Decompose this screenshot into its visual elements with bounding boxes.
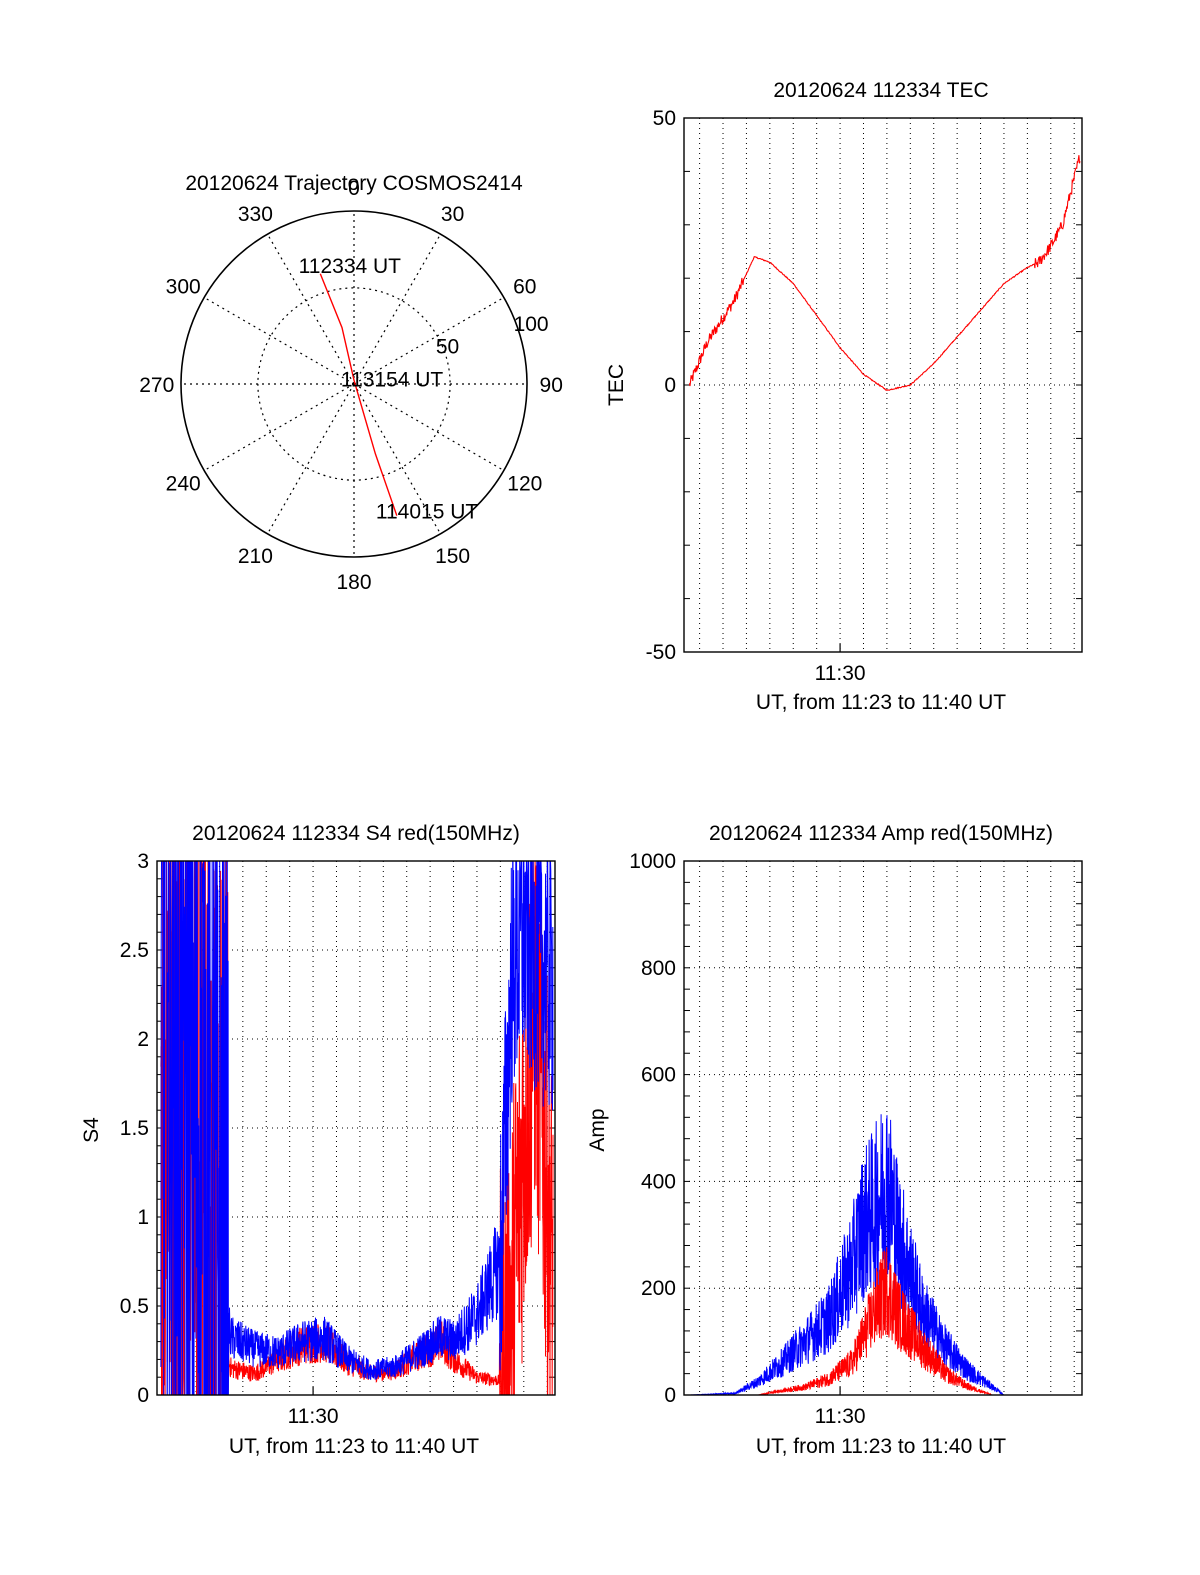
y-tick-label: 0	[664, 374, 676, 397]
amp-chart: 20120624 112334 Amp red(150MHz) UT, from…	[586, 822, 1083, 1458]
polar-time-annotation: 113154 UT	[341, 369, 444, 392]
tec-xlabel: UT, from 11:23 to 11:40 UT	[756, 691, 1006, 714]
y-tick-label: 600	[641, 1064, 676, 1087]
tec-ylabel: TEC	[605, 364, 628, 406]
y-tick-label: 0	[664, 1384, 676, 1407]
polar-azimuth-label: 90	[540, 374, 563, 397]
polar-spoke	[266, 383, 355, 535]
y-tick-label: -50	[646, 641, 676, 664]
polar-time-annotation: 114015 UT	[376, 501, 479, 524]
x-tick-label: 11:30	[288, 1405, 339, 1428]
amp-title: 20120624 112334 Amp red(150MHz)	[709, 822, 1053, 845]
polar-trajectory-chart: 20120624 Trajectory COSMOS2414 0 30 60 90 12…	[139, 172, 563, 594]
polar-azimuth-label: 210	[238, 545, 273, 568]
tec-plot-area: -50 0 50 11:30	[646, 107, 1083, 685]
polar-azimuth-label: 180	[336, 571, 371, 594]
polar-time-annotation: 112334 UT	[299, 255, 402, 278]
polar-azimuth-label: 240	[166, 473, 201, 496]
polar-azimuth-label: 300	[166, 275, 201, 298]
tec-chart: 20120624 112334 TEC UT, from 11:23 to 11…	[605, 79, 1083, 714]
s4-title: 20120624 112334 S4 red(150MHz)	[192, 822, 520, 845]
polar-spoke	[203, 383, 355, 472]
polar-trajectory	[319, 273, 398, 516]
y-tick-label: 50	[653, 107, 676, 130]
plot-frame	[683, 860, 1083, 1396]
polar-azimuth-label: 30	[441, 203, 464, 226]
tec-title: 20120624 112334 TEC	[773, 79, 988, 102]
polar-azimuth-label: 150	[435, 545, 470, 568]
s4-ylabel: S4	[80, 1117, 103, 1143]
y-tick-label: 400	[641, 1170, 676, 1193]
polar-spoke	[353, 296, 505, 385]
y-tick-label: 200	[641, 1277, 676, 1300]
plot-frame	[156, 860, 556, 1396]
x-tick-label: 11:30	[815, 662, 866, 685]
polar-spoke	[203, 296, 355, 385]
y-tick-label: 800	[641, 957, 676, 980]
s4-plot-area: 0 0.5 1 1.5 2 2.5 3 11:30	[120, 850, 556, 1428]
y-tick-label: 0.5	[120, 1295, 149, 1318]
polar-title: 20120624 Trajectory COSMOS2414	[185, 172, 523, 195]
plot-frame	[683, 117, 1083, 653]
amp-plot-area: 0 200 400 600 800 1000 11:30	[629, 850, 1083, 1428]
polar-radial-label: 100	[514, 313, 549, 336]
series-line	[688, 155, 1081, 392]
polar-azimuth-label: 330	[238, 203, 273, 226]
polar-labels: 0 30 60 90 120 150 180 210 240 270 300 330 50 100 1123…	[139, 177, 563, 594]
polar-azimuth-label: 0	[348, 177, 360, 200]
y-tick-label: 2	[137, 1028, 149, 1051]
s4-chart: 20120624 112334 S4 red(150MHz) UT, from …	[80, 822, 556, 1458]
polar-radial-label: 50	[436, 336, 459, 359]
polar-spoke	[353, 383, 505, 472]
x-tick-label: 11:30	[815, 1405, 866, 1428]
polar-spoke	[266, 233, 355, 385]
y-tick-label: 2.5	[120, 939, 149, 962]
polar-azimuth-label: 120	[507, 473, 542, 496]
polar-trajectory-line	[319, 273, 398, 516]
polar-spoke	[353, 383, 442, 535]
y-tick-label: 1.5	[120, 1117, 149, 1140]
polar-grid	[180, 210, 528, 558]
y-tick-label: 3	[137, 850, 149, 873]
y-tick-label: 1000	[629, 850, 676, 873]
polar-azimuth-label: 270	[139, 374, 174, 397]
polar-azimuth-label: 60	[513, 275, 536, 298]
y-tick-label: 0	[137, 1384, 149, 1407]
s4-xlabel: UT, from 11:23 to 11:40 UT	[229, 1435, 479, 1458]
amp-xlabel: UT, from 11:23 to 11:40 UT	[756, 1435, 1006, 1458]
polar-outer-ring	[180, 210, 528, 558]
amp-ylabel: Amp	[586, 1108, 609, 1151]
series-line	[160, 860, 554, 1396]
polar-spoke	[353, 233, 442, 385]
y-tick-label: 1	[137, 1206, 149, 1229]
